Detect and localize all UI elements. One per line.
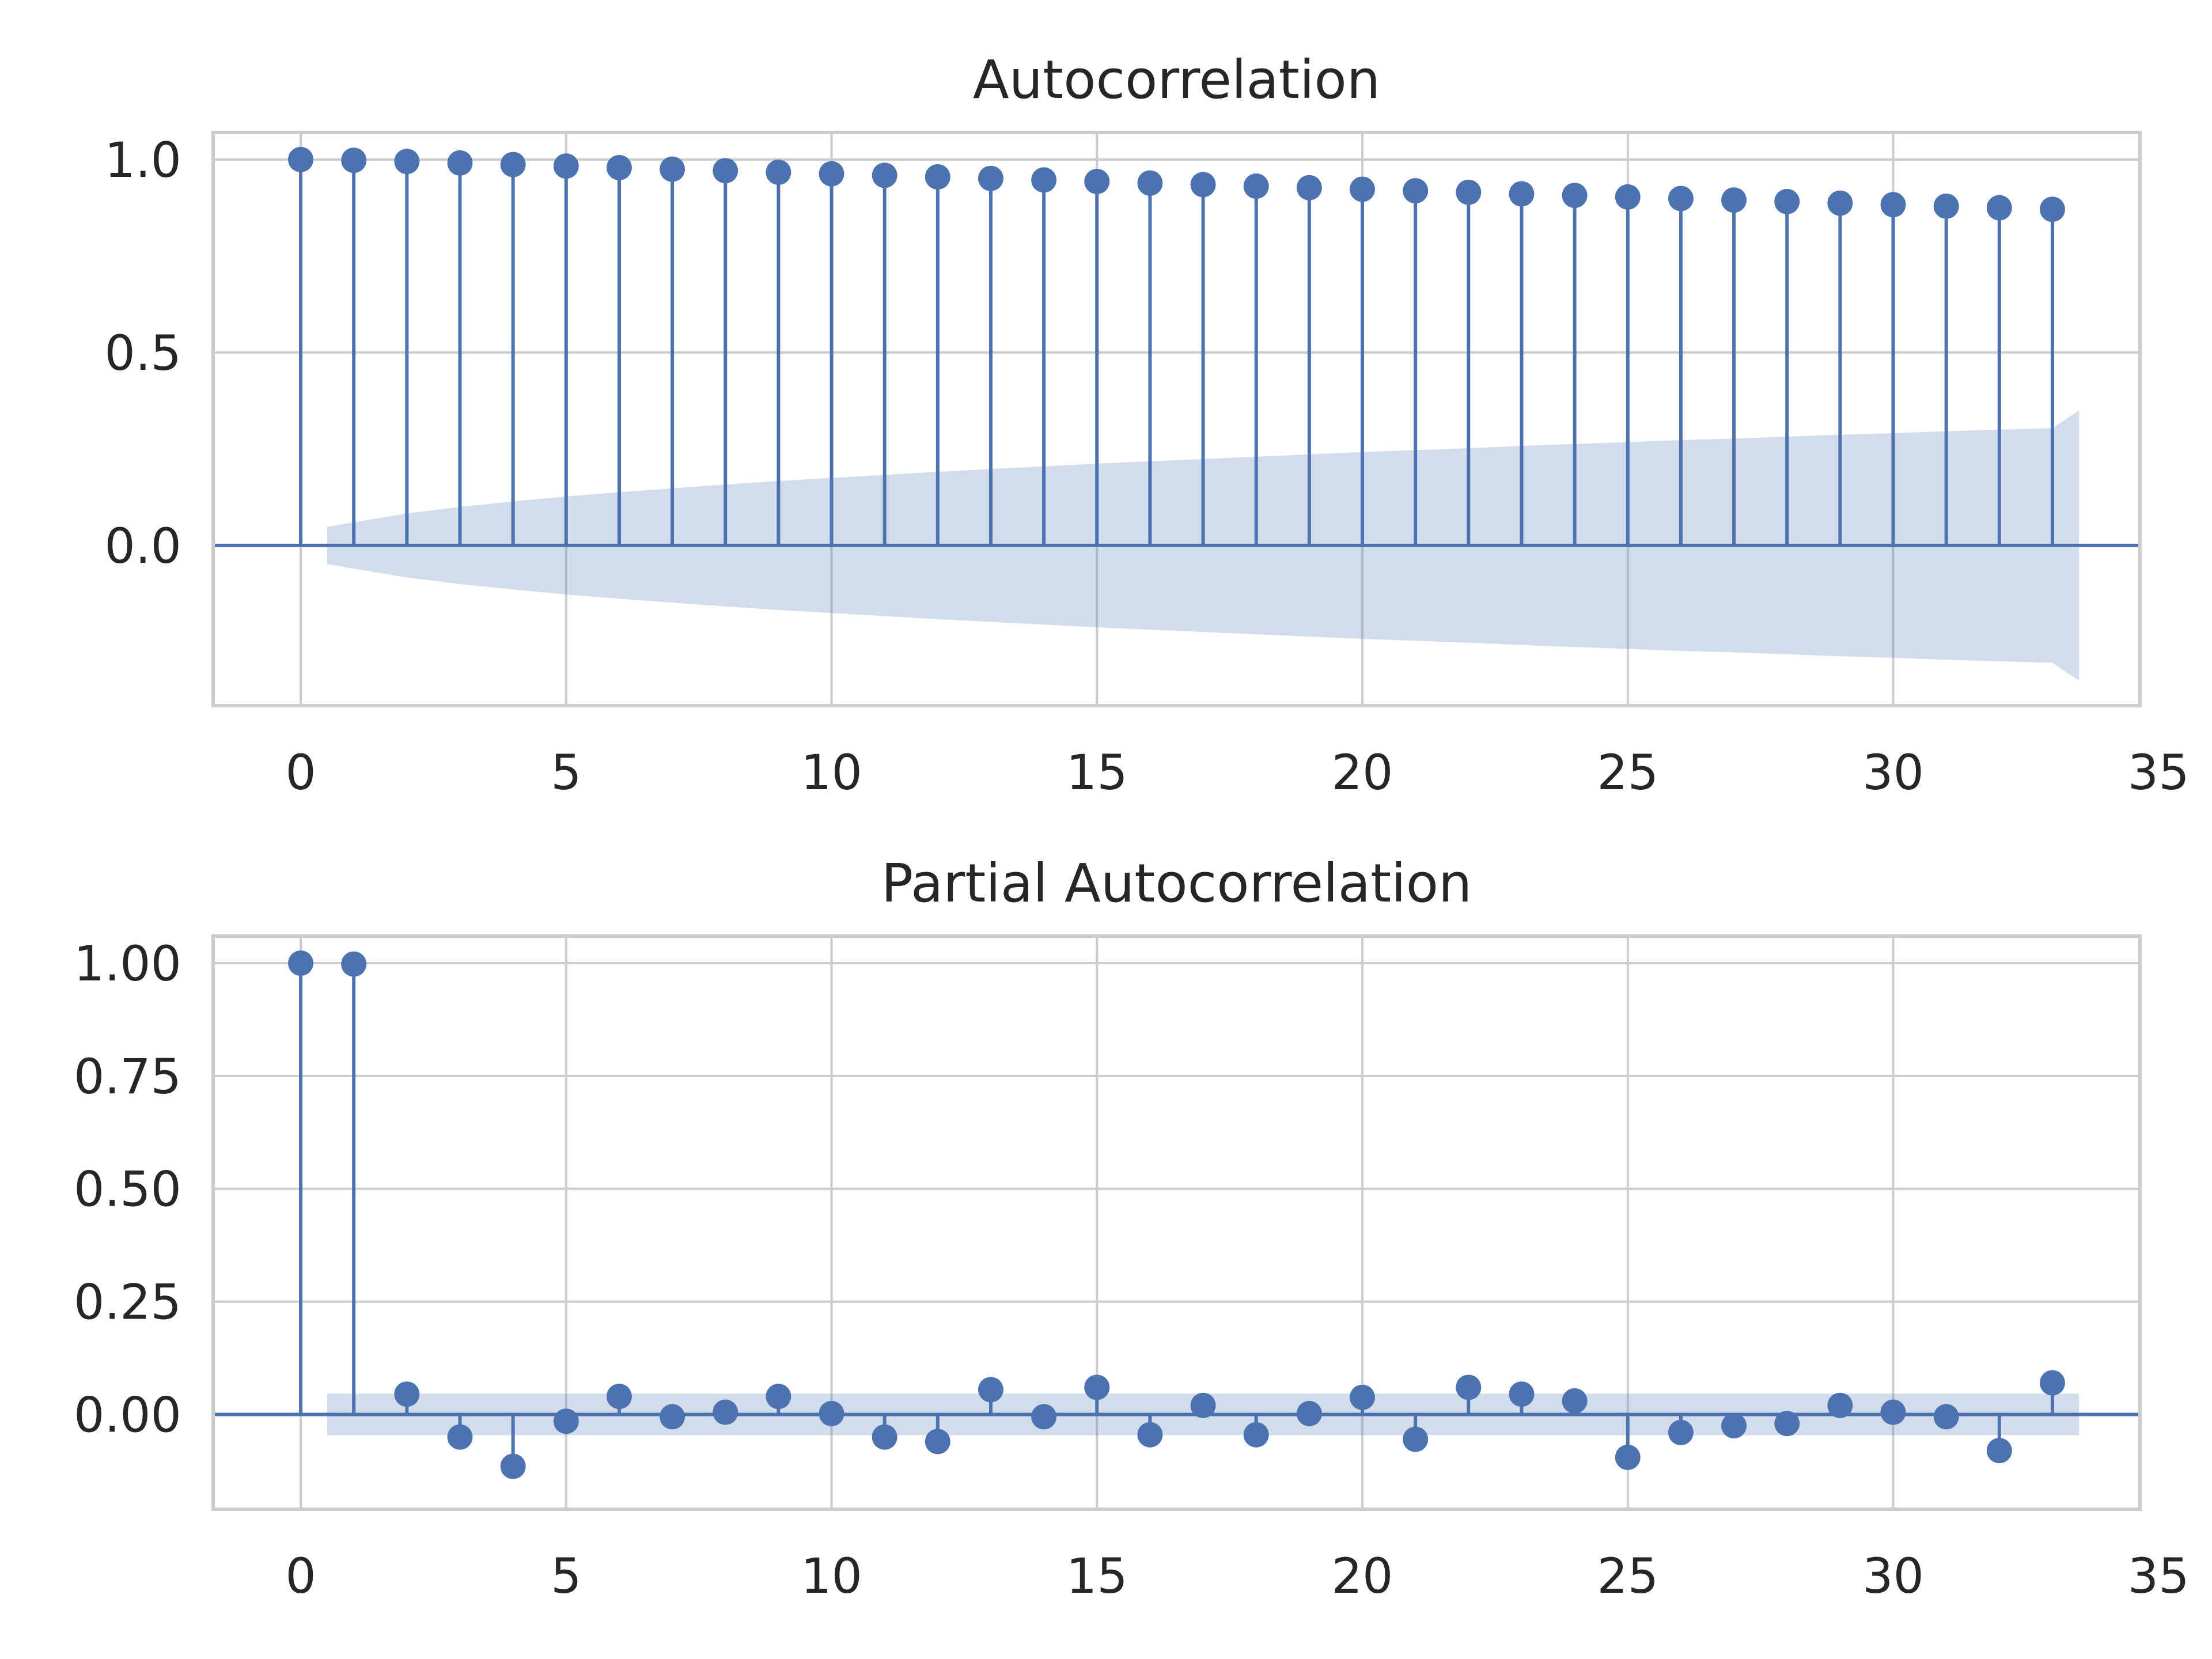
chart-1-x-tick-label-6: 30 [1862, 1548, 1924, 1604]
chart-1-marker-10 [819, 1400, 844, 1426]
chart-1-marker-33 [2039, 1370, 2065, 1396]
chart-0-marker-9 [766, 160, 791, 185]
chart-1-x-tick-label-5: 25 [1597, 1548, 1658, 1604]
chart-0-axes-frame [211, 131, 2142, 707]
chart-1-x-tick-label-4: 20 [1332, 1548, 1393, 1604]
chart-0-marker-5 [553, 153, 579, 179]
chart-0-marker-29 [1827, 190, 1853, 216]
chart-1-marker-22 [1456, 1374, 1482, 1400]
chart-0-x-tick-label-7: 35 [2128, 744, 2190, 801]
chart-1-marker-26 [1668, 1419, 1694, 1445]
chart-0-marker-20 [1350, 176, 1376, 202]
chart-0-marker-4 [500, 151, 526, 177]
chart-0-marker-33 [2039, 196, 2065, 222]
chart-0-x-tick-label-6: 30 [1862, 744, 1924, 801]
chart-0-marker-19 [1296, 175, 1322, 200]
chart-1-marker-7 [660, 1404, 685, 1430]
chart-1-marker-32 [1986, 1438, 2012, 1464]
chart-1-marker-21 [1403, 1426, 1429, 1452]
chart-0-marker-10 [819, 161, 844, 187]
chart-1-marker-24 [1562, 1388, 1588, 1414]
chart-1-marker-12 [925, 1429, 950, 1455]
chart-1-x-tick-label-7: 35 [2128, 1548, 2190, 1604]
chart-1-y-tick-label-1: 0.25 [74, 1274, 181, 1331]
chart-1-marker-11 [872, 1424, 897, 1450]
chart-0-marker-2 [394, 149, 420, 175]
chart-0-marker-25 [1615, 184, 1641, 210]
chart-0-marker-22 [1456, 179, 1482, 205]
chart-0-marker-16 [1137, 170, 1163, 196]
chart-0-marker-30 [1880, 192, 1906, 218]
chart-1-y-tick-label-4: 1.00 [74, 935, 181, 992]
chart-0-x-tick-label-1: 5 [551, 744, 581, 801]
chart-0-x-tick-label-5: 25 [1597, 744, 1658, 801]
chart-1-marker-3 [447, 1424, 473, 1450]
chart-0-marker-15 [1084, 169, 1110, 195]
chart-1-marker-17 [1190, 1392, 1216, 1418]
chart-1-x-tick-label-1: 5 [551, 1548, 581, 1604]
chart-0-y-tick-label-2: 1.0 [104, 132, 181, 188]
chart-1-marker-5 [553, 1408, 579, 1434]
chart-0-marker-11 [872, 162, 897, 188]
chart-1-axes-frame [211, 934, 2142, 1511]
chart-0-marker-8 [713, 158, 738, 184]
chart-1-x-tick-label-3: 15 [1066, 1548, 1128, 1604]
chart-1-y-tick-label-0: 0.00 [74, 1387, 181, 1443]
chart-0-x-tick-label-0: 0 [285, 744, 316, 801]
chart-1-marker-13 [978, 1377, 1003, 1403]
chart-1-marker-6 [606, 1384, 632, 1410]
chart-0-title: Autocorrelation [973, 49, 1380, 111]
chart-1-y-tick-label-3: 0.75 [74, 1048, 181, 1105]
chart-0-marker-1 [341, 147, 367, 173]
chart-0-x-tick-label-3: 15 [1066, 744, 1128, 801]
chart-0-marker-7 [660, 156, 685, 182]
chart-1-marker-9 [766, 1384, 791, 1410]
chart-0-marker-32 [1986, 195, 2012, 221]
chart-0-marker-13 [978, 165, 1003, 191]
chart-0-marker-14 [1031, 167, 1057, 193]
chart-1-marker-4 [500, 1453, 526, 1479]
autocorrelation-panel: 0 5 10 15 20 25 30 35 0.0 0.5 1.0 Autocorrelation [104, 49, 2189, 801]
chart-1-x-tick-label-0: 0 [285, 1548, 316, 1604]
chart-1-marker-27 [1721, 1413, 1747, 1439]
chart-0-marker-12 [925, 164, 950, 190]
chart-1-marker-31 [1933, 1404, 1959, 1430]
chart-0-marker-21 [1403, 178, 1429, 204]
chart-1-marker-16 [1137, 1422, 1163, 1448]
chart-0-marker-26 [1668, 185, 1694, 211]
chart-1-marker-0 [288, 950, 314, 976]
chart-1-marker-1 [341, 951, 367, 977]
chart-1-marker-19 [1296, 1400, 1322, 1426]
chart-0-marker-23 [1509, 181, 1535, 207]
chart-0-y-tick-label-1: 0.5 [104, 325, 181, 381]
chart-1-marker-28 [1774, 1411, 1800, 1437]
chart-0-marker-0 [288, 146, 314, 172]
chart-0-marker-17 [1190, 172, 1216, 198]
chart-0-marker-27 [1721, 187, 1747, 213]
chart-1-title: Partial Autocorrelation [881, 853, 1472, 914]
chart-1-marker-2 [394, 1381, 420, 1407]
chart-0-marker-24 [1562, 183, 1588, 209]
chart-1-marker-29 [1827, 1392, 1853, 1418]
chart-1-marker-15 [1084, 1374, 1110, 1400]
chart-1-marker-14 [1031, 1404, 1057, 1430]
chart-1-marker-20 [1350, 1384, 1376, 1410]
chart-1-x-tick-label-2: 10 [801, 1548, 862, 1604]
chart-0-marker-6 [606, 154, 632, 180]
chart-1-y-tick-label-2: 0.50 [74, 1161, 181, 1218]
chart-0-marker-28 [1774, 188, 1800, 214]
chart-0-y-tick-label-0: 0.0 [104, 518, 181, 574]
chart-0-marker-3 [447, 150, 473, 176]
chart-1-marker-30 [1880, 1399, 1906, 1425]
chart-0-marker-18 [1243, 173, 1269, 199]
chart-1-marker-23 [1509, 1381, 1535, 1407]
chart-1-marker-25 [1615, 1444, 1641, 1470]
chart-1-marker-18 [1243, 1422, 1269, 1448]
chart-0-marker-31 [1933, 193, 1959, 219]
chart-0-x-tick-label-4: 20 [1332, 744, 1393, 801]
chart-0-x-tick-label-2: 10 [801, 744, 862, 801]
chart-1-marker-8 [713, 1399, 738, 1425]
partial-autocorrelation-panel: 0 5 10 15 20 25 30 35 0.00 0.25 0.50 0.75 1.00 Partia… [74, 853, 2190, 1604]
